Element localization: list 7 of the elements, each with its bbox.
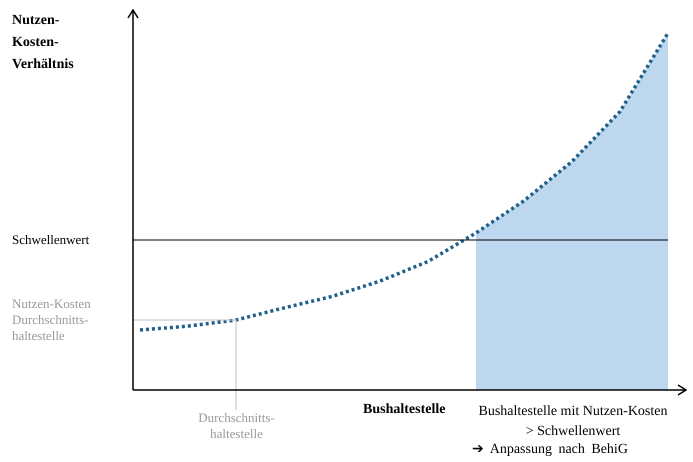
text: Bushaltestelle mit Nutzen-Kosten > Schwellenwert [478, 403, 668, 441]
text: ➔ Anpassung nach BehiG [472, 442, 628, 458]
text: Durchschnitts-haltestelle [197, 410, 276, 442]
x-axis-title: Bushaltestelle [363, 402, 446, 418]
ref-line-label: Nutzen-Kosten Durchschnitts-haltestelle [12, 296, 92, 344]
ref-line-label: Schwellenwert [12, 232, 90, 248]
y-axis-title: Nutzen-Kosten-Verhältnis [12, 12, 75, 74]
